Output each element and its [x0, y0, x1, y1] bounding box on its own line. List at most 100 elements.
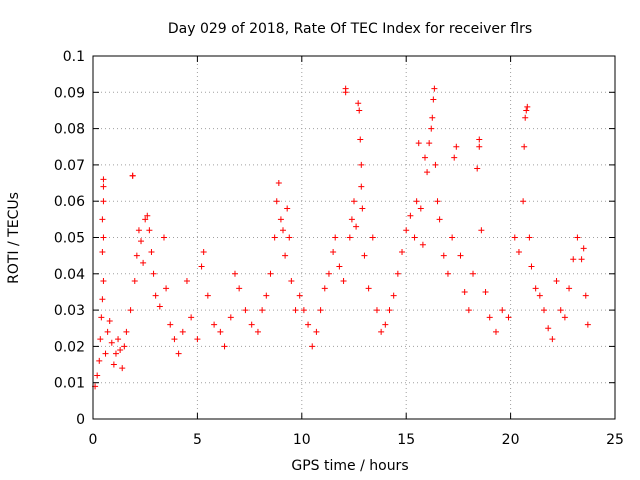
- data-point: [236, 285, 243, 292]
- data-point: [553, 278, 560, 285]
- y-tick-label: 0.04: [54, 267, 85, 283]
- data-point: [156, 303, 163, 310]
- data-point: [183, 278, 190, 285]
- data-point: [486, 314, 493, 321]
- data-point: [340, 278, 347, 285]
- data-point: [353, 223, 360, 230]
- y-tick-label: 0.09: [54, 85, 85, 101]
- data-point: [305, 321, 312, 328]
- data-point: [332, 234, 339, 241]
- data-point: [532, 285, 539, 292]
- x-tick-label: 15: [397, 432, 415, 448]
- data-point: [515, 249, 522, 256]
- data-point: [171, 336, 178, 343]
- data-point: [407, 212, 414, 219]
- data-point: [286, 234, 293, 241]
- data-point: [100, 183, 107, 190]
- chart-title: Day 029 of 2018, Rate Of TEC Index for r…: [168, 21, 532, 37]
- data-point: [100, 278, 107, 285]
- data-points: [92, 85, 591, 390]
- data-point: [417, 205, 424, 212]
- y-tick-label: 0.06: [54, 194, 85, 210]
- data-point: [292, 307, 299, 314]
- data-point: [574, 234, 581, 241]
- data-point: [365, 285, 372, 292]
- data-point: [99, 249, 106, 256]
- data-point: [355, 100, 362, 107]
- data-point: [110, 361, 117, 368]
- data-point: [394, 270, 401, 277]
- data-point: [526, 234, 533, 241]
- data-point: [167, 321, 174, 328]
- data-point: [309, 343, 316, 350]
- data-point: [357, 136, 364, 143]
- data-point: [419, 241, 426, 248]
- data-point: [411, 234, 418, 241]
- data-point: [346, 234, 353, 241]
- y-tick-label: 0.07: [54, 158, 85, 174]
- y-tick-label: 0.01: [54, 376, 85, 392]
- data-point: [358, 183, 365, 190]
- data-point: [342, 89, 349, 96]
- data-point: [432, 161, 439, 168]
- data-point: [133, 252, 140, 259]
- data-point: [263, 292, 270, 299]
- x-tick-label: 10: [293, 432, 311, 448]
- data-point: [99, 216, 106, 223]
- y-tick-label: 0.03: [54, 303, 85, 319]
- y-tick-label: 0.08: [54, 122, 85, 138]
- data-point: [421, 154, 428, 161]
- data-point: [474, 165, 481, 172]
- data-point: [382, 321, 389, 328]
- data-point: [505, 314, 512, 321]
- data-point: [561, 314, 568, 321]
- data-point: [96, 357, 103, 364]
- data-point: [100, 176, 107, 183]
- data-point: [300, 307, 307, 314]
- data-point: [431, 85, 438, 92]
- data-point: [470, 270, 477, 277]
- data-point: [536, 292, 543, 299]
- data-point: [476, 136, 483, 143]
- data-point: [369, 234, 376, 241]
- data-point: [482, 288, 489, 295]
- y-tick-label: 0.05: [54, 231, 85, 247]
- data-point: [221, 343, 228, 350]
- data-point: [317, 307, 324, 314]
- y-tick-label: 0.1: [63, 49, 85, 65]
- data-point: [288, 278, 295, 285]
- data-point: [104, 328, 111, 335]
- data-point: [582, 292, 589, 299]
- data-point: [313, 328, 320, 335]
- data-point: [511, 234, 518, 241]
- data-point: [570, 256, 577, 263]
- data-point: [336, 263, 343, 270]
- data-point: [188, 314, 195, 321]
- data-point: [275, 180, 282, 187]
- data-point: [282, 252, 289, 259]
- x-tick-label: 25: [606, 432, 624, 448]
- data-point: [142, 216, 149, 223]
- data-point: [478, 227, 485, 234]
- data-point: [430, 96, 437, 103]
- data-point: [415, 140, 422, 147]
- data-point: [566, 285, 573, 292]
- data-point: [97, 336, 104, 343]
- data-point: [461, 288, 468, 295]
- data-point: [138, 238, 145, 245]
- x-tick-label: 20: [502, 432, 520, 448]
- data-point: [108, 339, 115, 346]
- data-point: [267, 270, 274, 277]
- data-point: [390, 292, 397, 299]
- data-point: [254, 328, 261, 335]
- data-point: [112, 350, 119, 357]
- data-point: [453, 143, 460, 150]
- y-tick-label: 0: [76, 412, 85, 428]
- data-point: [135, 227, 142, 234]
- data-point: [273, 198, 280, 205]
- data-point: [541, 307, 548, 314]
- data-point: [321, 285, 328, 292]
- data-point: [426, 140, 433, 147]
- data-point: [146, 227, 153, 234]
